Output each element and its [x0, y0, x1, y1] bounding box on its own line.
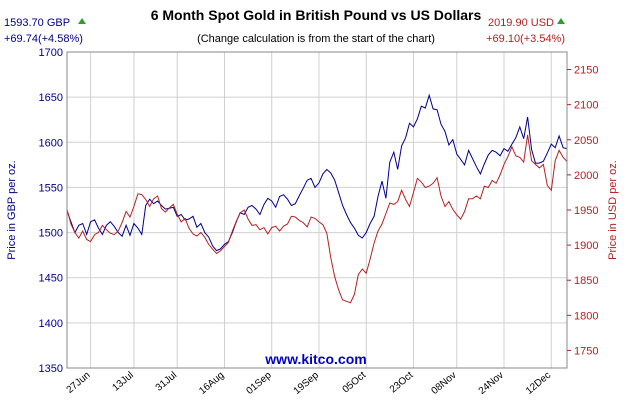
gbp-up-arrow-icon [78, 18, 86, 24]
y-tick-right: 2050 [574, 135, 598, 147]
y-tick-left: 1450 [39, 273, 63, 285]
y-tick-left: 1550 [39, 182, 63, 194]
x-tick-label: 31Jul [154, 370, 179, 394]
series-layer [66, 93, 568, 304]
chart-subtitle: (Change calculation is from the start of… [197, 33, 435, 45]
x-tick-label: 27Jun [65, 370, 93, 396]
gbp-price-readout: 1593.70 GBP [4, 17, 70, 29]
x-tick-label: 13Jul [110, 370, 135, 394]
y-axis-right-label: Price in USD per oz. [607, 160, 619, 260]
y-tick-right: 2100 [574, 100, 598, 112]
y-tick-left: 1400 [39, 318, 63, 330]
y-tick-left: 1700 [39, 47, 63, 59]
chart-title: 6 Month Spot Gold in British Pound vs US… [151, 7, 482, 23]
x-tick-label: 23Oct [388, 370, 416, 396]
y-tick-right: 1850 [574, 275, 598, 287]
y-tick-right: 2000 [574, 170, 598, 182]
y-tick-right: 1900 [574, 240, 598, 252]
usd-change-readout: +69.10(+3.54%) [486, 33, 565, 45]
kitco-watermark: www.kitco.com [264, 351, 366, 367]
x-tick-label: 05Oct [341, 370, 369, 396]
x-tick-label: 08Nov [429, 370, 458, 397]
y-axis-left-label: Price in GBP per oz. [6, 160, 18, 259]
y-tick-left: 1650 [39, 92, 63, 104]
grid [67, 51, 567, 369]
y-tick-left: 1600 [39, 137, 63, 149]
x-tick-label: 01Sep [244, 370, 274, 397]
y-tick-left: 1350 [39, 363, 63, 375]
y-tick-left: 1500 [39, 228, 63, 240]
x-tick-label: 12Dec [524, 370, 553, 397]
x-tick-label: 16Aug [197, 370, 226, 397]
x-tick-label: 19Sep [292, 370, 322, 397]
plot-area [67, 52, 567, 368]
x-tick-label: 24Nov [477, 370, 506, 397]
gbp-change-readout: +69.74(+4.58%) [4, 33, 83, 45]
usd-price-line [66, 134, 568, 304]
y-tick-right: 2150 [574, 65, 598, 77]
y-tick-right: 1800 [574, 310, 598, 322]
usd-up-arrow-icon [557, 18, 565, 24]
y-tick-right: 1750 [574, 345, 598, 357]
y-tick-right: 1950 [574, 205, 598, 217]
gbp-price-line [66, 93, 568, 252]
usd-price-readout: 2019.90 USD [488, 17, 554, 29]
